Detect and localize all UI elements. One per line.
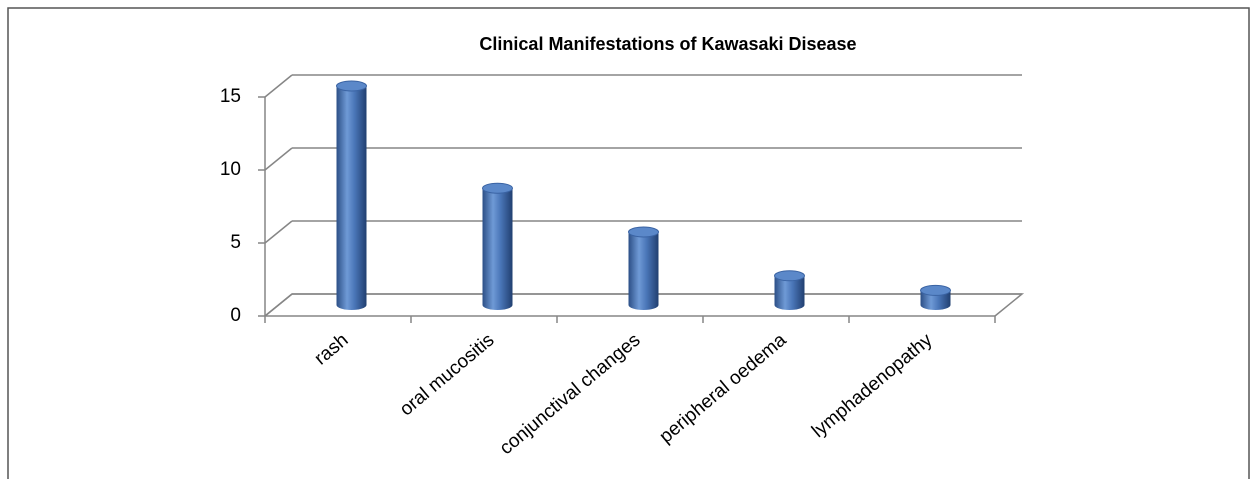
y-tick-label: 10 xyxy=(220,159,241,180)
y-tick-label: 0 xyxy=(230,305,241,326)
bar-top xyxy=(482,182,513,194)
y-tick-label: 15 xyxy=(220,86,241,107)
bar-top xyxy=(920,284,951,296)
bar-top xyxy=(774,270,805,282)
grid-line xyxy=(264,220,293,244)
grid-line xyxy=(264,74,293,98)
bar-top xyxy=(336,80,367,92)
x-tick-label: oral mucositis xyxy=(396,330,498,421)
bar xyxy=(628,232,659,310)
frame xyxy=(7,7,1250,479)
x-tick-label: rash xyxy=(311,330,353,370)
y-tick-label: 5 xyxy=(230,232,241,253)
grid-line xyxy=(264,293,293,317)
x-tick-label: conjunctival changes xyxy=(496,330,645,459)
bar xyxy=(920,290,951,310)
bar xyxy=(774,275,805,310)
grid-line xyxy=(264,147,293,171)
x-tick-label: peripheral oedema xyxy=(656,329,791,447)
bar xyxy=(482,188,513,310)
bar xyxy=(336,86,367,310)
chart-title: Clinical Manifestations of Kawasaki Dise… xyxy=(479,34,856,54)
x-tick-label: lymphadenopathy xyxy=(808,329,937,442)
bar-top xyxy=(628,226,659,238)
